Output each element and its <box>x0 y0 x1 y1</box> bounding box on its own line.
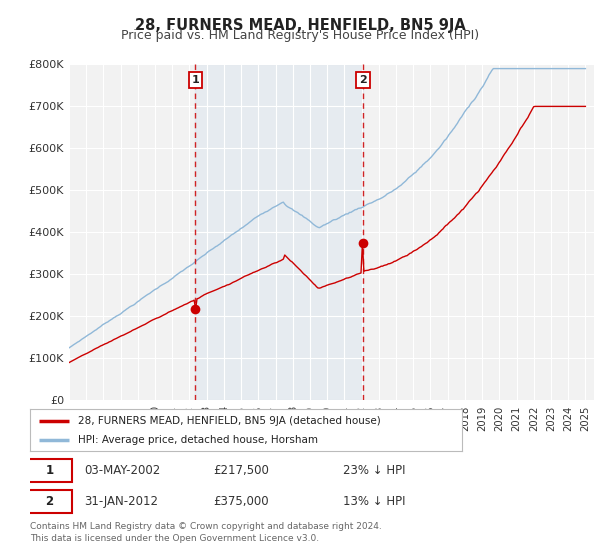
FancyBboxPatch shape <box>28 459 71 482</box>
Bar <box>196 64 363 400</box>
Text: 28, FURNERS MEAD, HENFIELD, BN5 9JA: 28, FURNERS MEAD, HENFIELD, BN5 9JA <box>134 18 466 33</box>
Text: 1: 1 <box>46 464 53 477</box>
Text: £375,000: £375,000 <box>214 494 269 508</box>
Text: 13% ↓ HPI: 13% ↓ HPI <box>343 494 406 508</box>
Text: 2: 2 <box>46 494 53 508</box>
Text: 23% ↓ HPI: 23% ↓ HPI <box>343 464 406 477</box>
Text: HPI: Average price, detached house, Horsham: HPI: Average price, detached house, Hors… <box>77 435 317 445</box>
Text: 28, FURNERS MEAD, HENFIELD, BN5 9JA (detached house): 28, FURNERS MEAD, HENFIELD, BN5 9JA (det… <box>77 416 380 426</box>
Text: Contains HM Land Registry data © Crown copyright and database right 2024.
This d: Contains HM Land Registry data © Crown c… <box>30 522 382 543</box>
FancyBboxPatch shape <box>28 489 71 513</box>
Text: Price paid vs. HM Land Registry's House Price Index (HPI): Price paid vs. HM Land Registry's House … <box>121 29 479 42</box>
Text: 1: 1 <box>191 75 199 85</box>
Text: £217,500: £217,500 <box>214 464 269 477</box>
Text: 31-JAN-2012: 31-JAN-2012 <box>84 494 158 508</box>
Text: 03-MAY-2002: 03-MAY-2002 <box>84 464 160 477</box>
Text: 2: 2 <box>359 75 367 85</box>
